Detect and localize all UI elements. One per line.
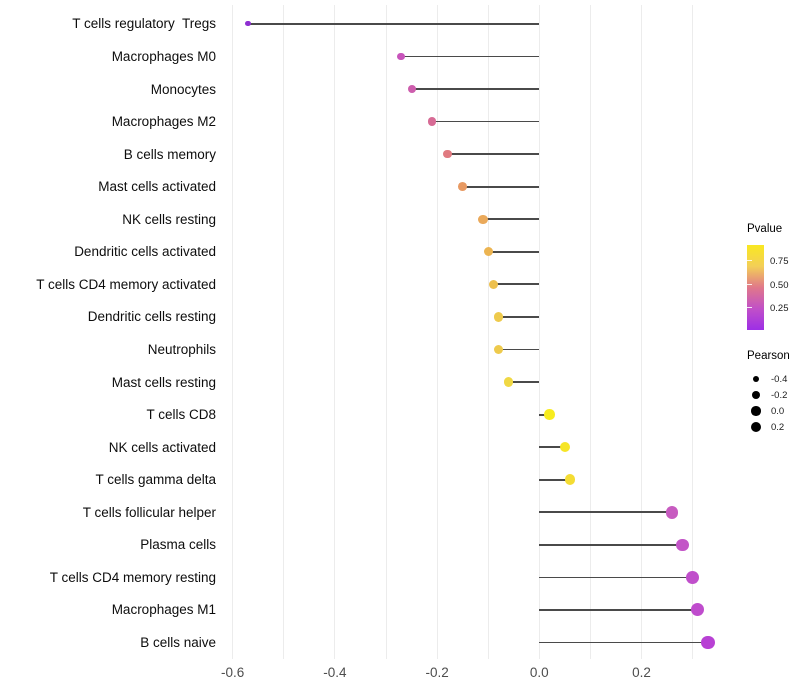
row-label: Neutrophils	[147, 342, 216, 357]
lollipop-dot	[245, 21, 251, 27]
row-label: B cells memory	[123, 146, 216, 162]
lollipop-dot	[493, 344, 504, 355]
legend-pvalue: Pvalue 0.75 0.50 0.25	[747, 223, 800, 336]
lollipop-stem	[431, 120, 540, 123]
legend-pearson-label: -0.4	[771, 373, 788, 385]
lollipop-stem	[401, 55, 540, 58]
legend-pearson-dot	[752, 375, 760, 383]
lollipop-dot	[483, 247, 493, 257]
pvalue-tick-label: 0.75	[770, 256, 789, 267]
lollipop-dot	[559, 441, 571, 453]
row-label: Dendritic cells activated	[74, 244, 216, 260]
lollipop-stem	[462, 185, 540, 188]
lollipop-stem	[539, 511, 673, 514]
row-label: T cells regulatory Tregs	[72, 16, 216, 32]
row-label: Dendritic cells resting	[87, 309, 216, 325]
lollipop-dot	[443, 149, 452, 159]
lollipop-stem	[483, 218, 540, 221]
row-label: Plasma cells	[140, 537, 216, 553]
lollipop-stem	[539, 446, 565, 449]
row-label: Macrophages M1	[111, 602, 216, 618]
lollipop-dot	[407, 85, 416, 93]
lollipop-dot	[503, 377, 514, 387]
gridline	[436, 5, 438, 659]
lollipop-dot	[427, 117, 437, 126]
lollipop-stem	[498, 316, 540, 318]
lollipop-stem	[539, 641, 708, 644]
x-tick-label: 0.2	[632, 665, 651, 680]
lollipop-dot	[701, 635, 715, 650]
legend-pearson-label: -0.2	[771, 389, 788, 401]
colorbar-tick	[747, 283, 752, 285]
gridline	[232, 5, 234, 659]
lollipop-stem	[508, 381, 540, 383]
x-tick-label: 0.0	[529, 665, 549, 680]
lollipop-stem	[539, 543, 683, 546]
gridline	[692, 5, 694, 659]
lollipop-dot	[564, 474, 576, 486]
row-label: Macrophages M0	[111, 48, 216, 64]
x-tick-label: -0.4	[323, 665, 347, 680]
legend-pearson-label: 0.0	[771, 405, 785, 417]
x-tick-label: -0.2	[425, 665, 449, 680]
lollipop-dot	[691, 603, 705, 617]
row-label: T cells gamma delta	[95, 472, 216, 488]
row-label: B cells naive	[140, 635, 216, 651]
gridline	[538, 5, 540, 659]
lollipop-dot	[544, 409, 555, 420]
lollipop-dot	[478, 214, 488, 224]
lollipop-stem	[411, 88, 540, 90]
pvalue-tick-label: 0.50	[770, 280, 789, 291]
gridline	[487, 5, 489, 659]
lollipop-dot	[488, 279, 498, 290]
lollipop-stem	[498, 348, 540, 351]
lollipop-dot	[458, 182, 468, 192]
lollipop-dot	[686, 570, 700, 584]
lollipop-stem	[539, 576, 693, 579]
pvalue-tick-label: 0.25	[770, 303, 789, 314]
legend-pearson-label: 0.2	[771, 421, 785, 433]
lollipop-stem	[539, 609, 698, 611]
row-label: T cells follicular helper	[82, 504, 216, 520]
lollipop-stem	[447, 153, 540, 156]
lollipop-stem	[488, 250, 540, 253]
legend-pearson-title: Pearson	[747, 350, 790, 362]
colorbar-tick	[747, 306, 752, 308]
lollipop-dot	[665, 506, 679, 519]
row-label: T cells CD8	[146, 407, 216, 423]
legend-pearson-dot	[751, 406, 761, 416]
gridline	[283, 5, 285, 659]
lollipop-stem	[248, 23, 540, 25]
lollipop-dot	[676, 538, 689, 552]
lollipop-dot	[493, 312, 504, 322]
row-label: NK cells resting	[122, 211, 216, 227]
gridline	[385, 5, 387, 659]
legend-pearson-dot	[750, 421, 762, 433]
lollipop-stem	[539, 478, 570, 481]
row-label: T cells CD4 memory resting	[49, 569, 216, 585]
legend-pvalue-title: Pvalue	[747, 223, 783, 235]
gridline	[641, 5, 642, 659]
colorbar-tick	[747, 259, 752, 261]
lollipop-dot	[397, 52, 406, 61]
row-label: T cells CD4 memory activated	[36, 276, 216, 292]
gridline	[334, 5, 336, 659]
legend-pearson: Pearson -0.4 -0.2 0.0 0.2	[747, 350, 800, 446]
row-label: Monocytes	[150, 81, 216, 97]
legend-pearson-dot	[752, 391, 760, 399]
row-label: Macrophages M2	[111, 114, 216, 130]
lollipop-stem	[493, 283, 540, 286]
pvalue-colorbar	[747, 245, 764, 330]
row-label: Mast cells resting	[111, 374, 216, 390]
gridline	[589, 5, 591, 659]
row-label: Mast cells activated	[98, 179, 216, 195]
x-tick-label: -0.6	[221, 665, 245, 680]
row-label: NK cells activated	[108, 439, 216, 455]
